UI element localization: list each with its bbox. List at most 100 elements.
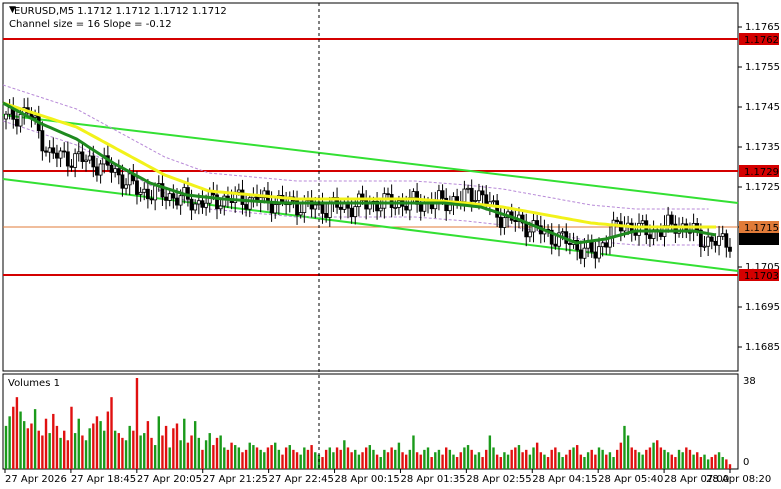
level-price-label: 1.1762	[744, 35, 779, 46]
candle-body	[44, 150, 48, 153]
channel-upper-line	[2, 114, 739, 204]
volume-bar	[554, 447, 557, 469]
ma-price-label: 1.1715	[744, 223, 779, 234]
volume-bar	[22, 421, 26, 469]
volume-bar	[248, 442, 251, 469]
candle-body	[364, 200, 369, 210]
candle-body	[113, 168, 118, 173]
volume-bar	[685, 447, 688, 469]
candle-body	[462, 188, 467, 203]
volume-bar	[404, 454, 408, 469]
volume-bar	[517, 445, 521, 469]
candle-body	[597, 246, 601, 259]
volume-bar	[706, 459, 710, 469]
candle-body	[353, 206, 358, 218]
candle-body	[418, 203, 423, 212]
candle-body	[40, 130, 45, 152]
volume-bar	[561, 457, 564, 469]
channel-lower-line	[2, 178, 739, 272]
candle-body	[728, 246, 732, 252]
volume-bar	[88, 428, 91, 469]
volume-bar	[550, 449, 553, 469]
candle-body	[386, 193, 390, 196]
volume-bar	[521, 452, 524, 469]
volume-bar	[274, 442, 277, 469]
volume-bar	[277, 449, 281, 469]
candle-body	[51, 147, 56, 154]
time-tick-label: 28 Apr 05:40	[598, 474, 663, 485]
indicator-header: Channel size = 16 Slope = -0.12	[9, 19, 172, 30]
price-layer	[2, 38, 739, 276]
candle-body	[491, 200, 496, 203]
candle-body	[411, 191, 416, 199]
volume-bar	[4, 425, 8, 469]
candle-body	[637, 222, 641, 236]
volume-bar	[161, 435, 164, 469]
candle-body	[698, 229, 703, 248]
volume-bar	[539, 452, 542, 469]
candle-body	[236, 189, 241, 193]
volume-bar	[670, 454, 673, 469]
candle-body	[240, 189, 245, 205]
volume-bar	[725, 459, 728, 469]
candle-body	[215, 194, 219, 210]
candle-body	[95, 166, 99, 176]
candle-body	[200, 200, 205, 208]
ma-slow-line	[2, 101, 716, 229]
volume-bar	[514, 447, 517, 469]
volume-bar	[401, 452, 404, 469]
volume-bar	[637, 452, 641, 469]
candle-body	[640, 220, 645, 224]
volume-bar	[197, 437, 201, 469]
volume-bar	[492, 447, 495, 469]
time-tick-label: 27 Apr 18:45	[71, 474, 136, 485]
time-tick-label: 27 Apr 21:25	[203, 474, 268, 485]
candle-body	[568, 243, 572, 245]
candle-body	[178, 195, 183, 206]
volume-bar	[12, 406, 15, 469]
candle-body	[313, 204, 318, 210]
volume-bar	[146, 421, 150, 469]
volume-bar	[350, 452, 353, 469]
volume-bar	[419, 454, 422, 469]
volume-bar	[346, 447, 350, 469]
volume-bar	[186, 442, 190, 469]
time-tick-label: 27 Apr 22:45	[269, 474, 334, 485]
candle-body	[58, 150, 63, 159]
volume-bar	[423, 449, 426, 469]
volume-bar	[714, 454, 717, 469]
current-price-tag	[739, 233, 779, 245]
volume-bar	[692, 454, 695, 469]
candle-body	[62, 150, 67, 153]
candle-body	[153, 185, 158, 201]
volume-bar	[615, 449, 619, 469]
volume-bar	[594, 454, 597, 469]
volume-bar	[474, 454, 477, 469]
volume-bar	[128, 425, 131, 469]
volume-bar	[103, 430, 106, 469]
volume-bar	[193, 421, 197, 469]
candle-body	[557, 232, 561, 247]
volume-bar	[437, 449, 441, 469]
volume-bar	[641, 454, 644, 469]
volume-bar	[259, 449, 262, 469]
collapse-triangle-icon[interactable]: ▼	[9, 5, 16, 15]
volume-bar	[383, 449, 386, 469]
volume-bar	[619, 442, 623, 469]
volume-bar	[33, 409, 37, 469]
candle-body	[276, 194, 281, 205]
candle-body	[575, 240, 580, 251]
price-tick-label: 1.1745	[745, 102, 780, 113]
candle-body	[171, 193, 176, 199]
volume-bar	[612, 457, 615, 469]
volume-bar	[30, 423, 33, 469]
candle-body	[633, 231, 638, 236]
candle-body	[673, 223, 678, 234]
volume-bar	[608, 452, 612, 469]
envelope-upper-line	[2, 84, 709, 210]
volume-bar	[106, 411, 110, 469]
candle-body	[124, 184, 128, 189]
candle-body	[669, 214, 674, 225]
volume-bar	[634, 449, 637, 469]
